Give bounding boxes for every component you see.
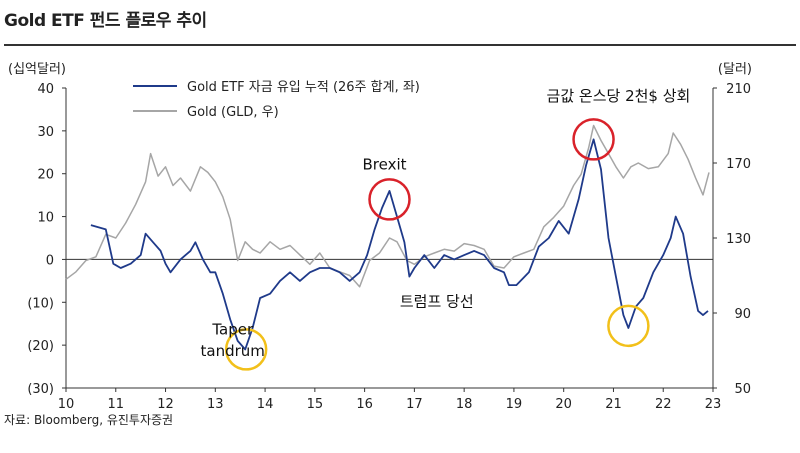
x-tick-label: 12	[157, 397, 174, 412]
x-tick-label: 18	[456, 397, 473, 412]
right-tick-label: 130	[726, 232, 751, 247]
right-tick-label: 90	[734, 307, 751, 322]
left-tick-label: 0	[46, 253, 54, 268]
left-tick-label: (20)	[27, 339, 54, 354]
chart-title: Gold ETF 펀드 플로우 추이	[4, 11, 207, 31]
title-divider	[4, 44, 796, 46]
x-tick-label: 20	[555, 397, 572, 412]
x-tick-label: 21	[605, 397, 622, 412]
left-tick-label: (30)	[27, 382, 54, 397]
annotation-label: 금값 온스당 2천$ 상회	[547, 87, 691, 105]
annotation-label: Brexit	[363, 155, 407, 173]
annotation-label: Taper	[211, 320, 254, 338]
right-tick-label: 170	[726, 157, 751, 172]
right-tick-label: 50	[734, 382, 751, 397]
x-tick-label: 15	[307, 397, 324, 412]
left-tick-label: 10	[37, 211, 54, 226]
x-tick-label: 19	[506, 397, 523, 412]
source-note: 자료: Bloomberg, 유진투자증권	[4, 413, 174, 427]
highlight-circle	[572, 118, 615, 161]
legend-label: Gold (GLD, 우)	[187, 105, 279, 120]
annotation-label: tandrum	[201, 342, 265, 360]
x-tick-label: 23	[705, 397, 722, 412]
gold-price-line	[65, 124, 710, 288]
right-tick-label: 210	[726, 82, 751, 97]
left-tick-label: 20	[37, 168, 54, 183]
x-tick-label: 16	[356, 397, 373, 412]
left-tick-label: 40	[37, 82, 54, 97]
highlight-circle	[368, 178, 411, 221]
x-tick-label: 14	[257, 397, 274, 412]
x-tick-label: 22	[655, 397, 672, 412]
highlight-circle	[607, 304, 650, 348]
x-tick-label: 11	[107, 397, 124, 412]
left-axis-unit: (십억달러)	[8, 62, 66, 77]
left-tick-label: (10)	[27, 296, 54, 311]
annotation-label: 트럼프 당선	[400, 293, 474, 311]
x-tick-label: 10	[58, 397, 75, 412]
legend-label: Gold ETF 자금 유입 누적 (26주 합계, 좌)	[187, 80, 420, 95]
left-tick-label: 30	[37, 125, 54, 140]
highlight-circle	[224, 328, 268, 371]
x-tick-label: 17	[406, 397, 423, 412]
right-axis-unit: (달러)	[718, 62, 752, 77]
gold-etf-flow-line	[90, 138, 709, 351]
x-tick-label: 13	[207, 397, 224, 412]
